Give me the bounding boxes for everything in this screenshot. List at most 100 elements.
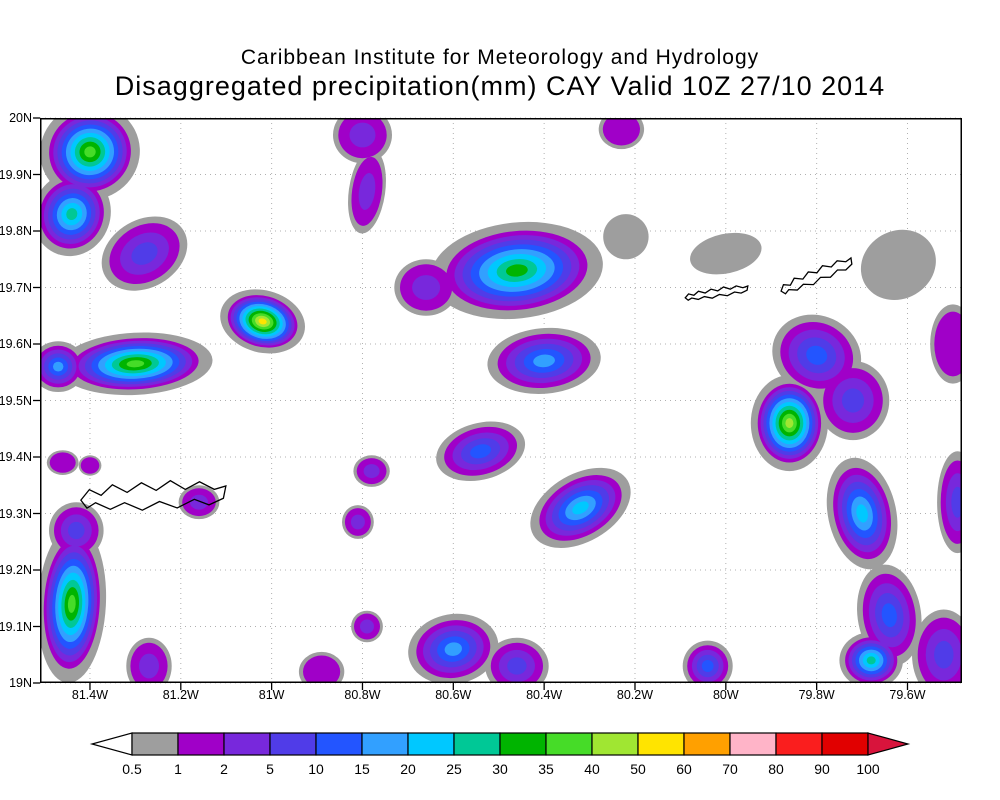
precip-contour-blob — [363, 464, 380, 479]
precip-contour-blob — [603, 214, 649, 260]
colorbar-segment — [821, 732, 869, 756]
x-axis-tick-label: 80.4W — [526, 688, 563, 702]
colorbar-label: 60 — [676, 761, 692, 777]
y-axis-tick-label: 19.2N — [0, 563, 32, 577]
precip-contour-blob — [131, 242, 158, 265]
x-axis-tick-label: 80.8W — [344, 688, 381, 702]
precip-contour-blob — [139, 653, 159, 679]
precip-contour-blob — [866, 656, 876, 665]
y-axis-tick-label: 19.9N — [0, 167, 32, 182]
colorbar-segment — [361, 732, 409, 756]
colorbar-label: 40 — [584, 761, 600, 777]
colorbar-segment — [315, 732, 363, 756]
x-axis-tick-label: 81.4W — [71, 688, 109, 702]
colorbar-segment — [223, 732, 271, 756]
colorbar-label: 2 — [220, 761, 228, 777]
chart-title-valid-time: Disaggregated precipitation(mm) CAY Vali… — [114, 71, 886, 101]
precip-contour-blob — [572, 501, 589, 515]
y-axis-tick-label: 20N — [9, 111, 32, 125]
colorbar-label: 80 — [768, 761, 784, 777]
precip-contour-blob — [470, 444, 492, 459]
plot-area: 20N 19.9N 19.8N 19.7N 19.6N 19.5N 19.4N 19.3N 19… — [0, 111, 962, 702]
x-axis-tick-label: 80W — [712, 688, 739, 702]
colorbar-segment — [637, 732, 685, 756]
precip-contour-blob — [533, 354, 555, 368]
x-axis-tick-label: 79.6W — [889, 688, 926, 702]
x-axis-tick-label: 81.2W — [162, 688, 199, 702]
colorbar-label: 70 — [722, 761, 738, 777]
precip-contour-blob — [53, 361, 64, 372]
colorbar-label: 50 — [630, 761, 646, 777]
precip-contour-blob — [303, 655, 341, 683]
precip-contour-blob — [841, 388, 865, 413]
x-axis-tick-label: 80.6W — [435, 688, 472, 702]
precip-contour-blob — [856, 504, 868, 523]
precip-contour-blob — [881, 603, 897, 628]
colorbar-label: 100 — [856, 761, 880, 777]
colorbar-segment — [269, 732, 317, 756]
colorbar-segment — [177, 732, 225, 756]
axis-ticks — [33, 117, 909, 690]
coastlines — [80, 256, 853, 511]
precip-contour-blob — [506, 264, 528, 277]
precip-contour-blob — [66, 208, 78, 221]
colorbar-segment — [729, 732, 777, 756]
precip-contour-blob — [701, 660, 714, 672]
island-grand-cayman — [80, 479, 227, 511]
precip-contour-blob — [934, 311, 962, 377]
precip-contour-blob — [806, 345, 828, 365]
colorbar: 0.5 1 2 5 10 15 20 25 30 35 40 50 60 70 80 90 100 — [89, 732, 911, 783]
precip-contour-blob — [258, 318, 267, 325]
precipitation-field — [40, 118, 962, 683]
precip-contour-blob — [690, 232, 762, 275]
precip-contour-blob — [358, 172, 376, 210]
precip-contour-blob — [350, 514, 365, 530]
colorbar-label: 0.5 — [122, 761, 142, 777]
colorbar-segment — [407, 732, 455, 756]
colorbar-above-arrow — [867, 732, 911, 756]
island-cayman-brac — [780, 256, 853, 295]
colorbar-segment — [683, 732, 731, 756]
colorbar-segment — [499, 732, 547, 756]
island-little-cayman — [684, 285, 749, 302]
precip-contour-blob — [412, 275, 441, 300]
x-axis-tick-label: 81W — [258, 688, 285, 702]
x-axis-labels: 81.4W 81.2W 81W 80.8W 80.6W 80.4W 80.2W 80W 79.8… — [40, 688, 962, 708]
precip-contour-blob — [190, 494, 208, 510]
y-axis-tick-label: 19.6N — [0, 337, 32, 351]
precip-contour-blob — [126, 360, 145, 368]
precip-contour-blob — [49, 452, 76, 473]
y-axis-tick-label: 19.3N — [0, 506, 32, 521]
precip-contour-blob — [444, 642, 462, 656]
y-axis-labels: 20N 19.9N 19.8N 19.7N 19.6N 19.5N 19.4N 19.3N 19… — [0, 111, 35, 690]
colorbar-label: 5 — [266, 761, 274, 777]
colorbar-label: 10 — [308, 761, 324, 777]
x-axis-tick-label: 80.2W — [616, 688, 654, 702]
colorbar-label: 15 — [354, 761, 370, 777]
precip-contour-blob — [785, 418, 794, 429]
precipitation-map-svg — [33, 117, 962, 690]
precip-contour-blob — [860, 229, 936, 301]
precip-contour-blob — [68, 521, 85, 540]
precip-contour-blob — [80, 457, 100, 474]
x-axis-tick-label: 79.8W — [798, 688, 835, 702]
y-axis-tick-label: 19N — [9, 676, 32, 690]
chart-title-institute: Caribbean Institute for Meteorology and … — [240, 46, 760, 69]
precip-contour-blob — [951, 486, 962, 518]
y-axis-tick-label: 19.1N — [0, 619, 32, 634]
colorbar-label: 35 — [538, 761, 554, 777]
colorbar-label: 1 — [174, 761, 182, 777]
precip-contour-blob — [934, 640, 954, 669]
precip-contour-blob — [602, 118, 640, 146]
plot-frame — [40, 118, 962, 683]
y-axis-tick-label: 19.5N — [0, 393, 32, 408]
colorbar-segment — [453, 732, 501, 756]
colorbar-segment — [591, 732, 639, 756]
precip-contour-blob — [349, 122, 376, 148]
colorbar-segment — [775, 732, 823, 756]
colorbar-label: 30 — [492, 761, 508, 777]
y-axis-tick-label: 19.8N — [0, 224, 32, 238]
colorbar-segment — [131, 732, 179, 756]
colorbar-below-arrow — [89, 732, 133, 756]
